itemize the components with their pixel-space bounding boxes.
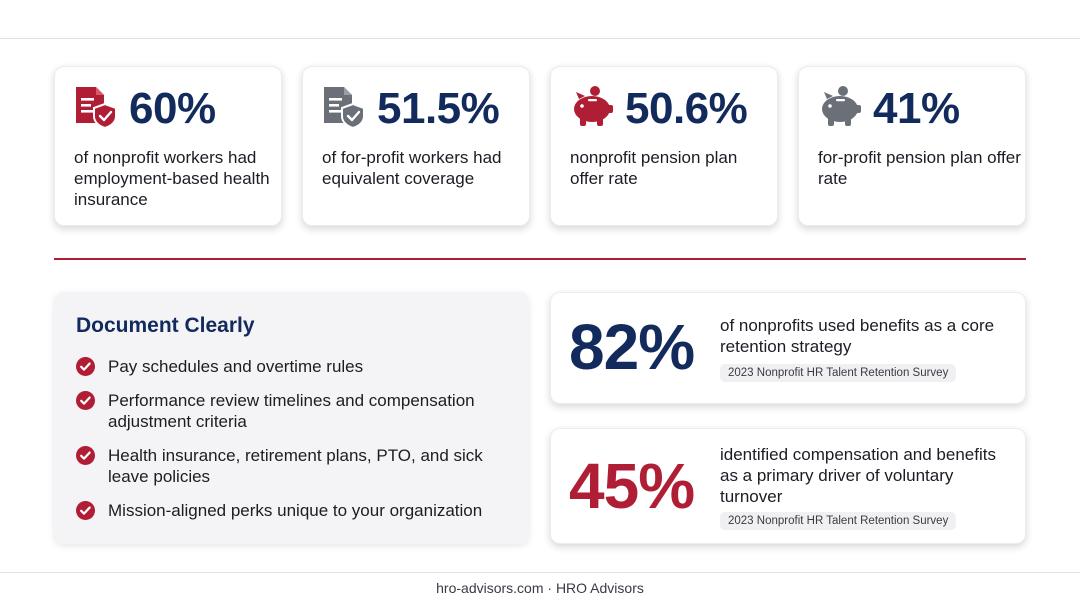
document-shield-icon bbox=[73, 85, 119, 130]
stat-description: nonprofit pension plan offer rate bbox=[570, 148, 738, 188]
stat-card-nonprofit-health: 60% of nonprofit workers had employment-… bbox=[54, 66, 282, 226]
stat-value: 51.5% bbox=[377, 84, 500, 133]
section-divider bbox=[54, 258, 1026, 260]
stat-description: of for-profit workers had equivalent cov… bbox=[322, 148, 502, 188]
checklist-item: Performance review timelines and compens… bbox=[76, 390, 516, 432]
check-circle-icon bbox=[76, 501, 95, 520]
checklist: Pay schedules and overtime rules Perform… bbox=[76, 356, 516, 534]
checklist-item-text: Performance review timelines and compens… bbox=[108, 391, 475, 431]
highlight-description: of nonprofits used benefits as a core re… bbox=[720, 316, 995, 356]
footer-rule bbox=[0, 572, 1080, 573]
piggy-bank-icon bbox=[817, 85, 863, 129]
checklist-item-text: Mission-aligned perks unique to your org… bbox=[108, 501, 483, 520]
highlight-card-turnover-driver: 45% identified compensation and benefits… bbox=[550, 428, 1026, 544]
top-rule bbox=[0, 38, 1080, 39]
checklist-item: Pay schedules and overtime rules bbox=[76, 356, 516, 377]
document-shield-icon bbox=[321, 85, 367, 130]
highlight-value: 45% bbox=[569, 450, 695, 522]
stat-description: of nonprofit workers had employment-base… bbox=[74, 148, 270, 209]
checklist-item-text: Health insurance, retirement plans, PTO,… bbox=[108, 446, 483, 486]
stat-card-nonprofit-pension: 50.6% nonprofit pension plan offer rate bbox=[550, 66, 778, 226]
stat-card-forprofit-health: 51.5% of for-profit workers had equivale… bbox=[302, 66, 530, 226]
check-circle-icon bbox=[76, 391, 95, 410]
highlight-card-retention-strategy: 82% of nonprofits used benefits as a cor… bbox=[550, 292, 1026, 404]
stat-description: for-profit pension plan offer rate bbox=[818, 148, 1021, 188]
stat-value: 60% bbox=[129, 84, 216, 133]
panel-title: Document Clearly bbox=[76, 314, 255, 337]
source-badge: 2023 Nonprofit HR Talent Retention Surve… bbox=[720, 364, 957, 382]
checklist-item-text: Pay schedules and overtime rules bbox=[108, 357, 364, 376]
footer-text: hro-advisors.com · HRO Advisors bbox=[436, 580, 644, 596]
document-clearly-panel: Document Clearly Pay schedules and overt… bbox=[54, 292, 529, 544]
checklist-item: Health insurance, retirement plans, PTO,… bbox=[76, 445, 516, 487]
highlight-value: 82% bbox=[569, 311, 695, 383]
piggy-bank-icon bbox=[569, 85, 615, 129]
stat-value: 50.6% bbox=[625, 84, 748, 133]
checklist-item: Mission-aligned perks unique to your org… bbox=[76, 500, 516, 521]
check-circle-icon bbox=[76, 446, 95, 465]
highlight-description: identified compensation and benefits as … bbox=[720, 445, 996, 506]
source-badge: 2023 Nonprofit HR Talent Retention Surve… bbox=[720, 512, 957, 530]
check-circle-icon bbox=[76, 357, 95, 376]
stat-card-forprofit-pension: 41% for-profit pension plan offer rate bbox=[798, 66, 1026, 226]
stat-value: 41% bbox=[873, 84, 960, 133]
